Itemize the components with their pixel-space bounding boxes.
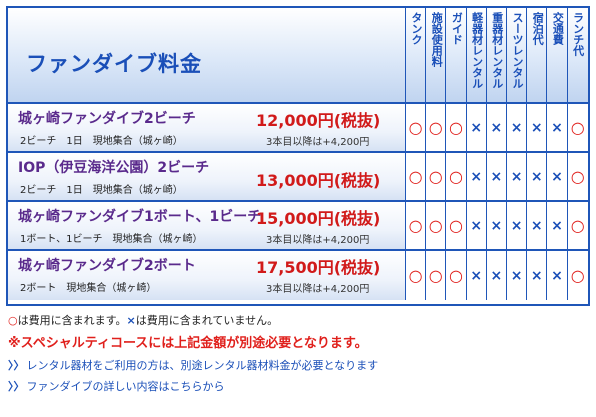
excluded-mark: × xyxy=(527,104,548,151)
column-header-label: 宿泊代 xyxy=(531,12,545,45)
excluded-mark: × xyxy=(507,104,528,151)
column-header: 重器材レンタル xyxy=(486,8,507,104)
column-header-label: 軽器材レンタル xyxy=(470,12,484,89)
fun-dive-detail-link-text: ファンダイブの詳しい内容はこちらから xyxy=(26,380,225,393)
included-mark: ○ xyxy=(406,202,427,249)
included-mark: ○ xyxy=(406,104,427,151)
fun-dive-detail-link[interactable]: 〉〉 ファンダイブの詳しい内容はこちらから xyxy=(8,378,588,396)
course-detail: 2ボート 現地集合（城ヶ崎） xyxy=(20,283,157,294)
course-name: 城ヶ崎ファンダイブ1ボート、1ビーチ xyxy=(18,209,262,225)
excluded-mark: × xyxy=(527,251,548,300)
excluded-mark: × xyxy=(527,202,548,249)
included-mark: ○ xyxy=(570,167,585,186)
table-row: 城ヶ崎ファンダイブ2ボート 2ボート 現地集合（城ヶ崎） 17,500円(税抜)… xyxy=(8,251,588,300)
course-detail: 1ボート、1ビーチ 現地集合（城ヶ崎） xyxy=(20,234,203,245)
excluded-mark: × xyxy=(467,202,487,249)
column-header: 宿泊代 xyxy=(527,8,548,104)
excluded-mark: × xyxy=(547,202,568,249)
specialty-note: ※スペシャルティコースには上記金額が別途必要となります。 xyxy=(8,336,368,351)
course-price: 15,000円(税抜) xyxy=(256,209,381,228)
included-text: は費用に含まれます。 xyxy=(17,314,127,327)
included-mark: ○ xyxy=(446,202,467,249)
extra-dive-price: 3本目以降は+4,200円 xyxy=(266,235,370,246)
extra-dive-price: 3本目以降は+4,200円 xyxy=(266,137,370,148)
included-mark: ○ xyxy=(570,266,585,285)
course-info: 城ヶ崎ファンダイブ2ビーチ 2ビーチ 1日 現地集合（城ヶ崎） 12,000円(… xyxy=(8,104,406,151)
excluded-mark: × xyxy=(527,153,548,200)
excluded-mark: × xyxy=(467,104,487,151)
chevron-right-icon: 〉〉 xyxy=(8,380,25,393)
included-mark: ○ xyxy=(446,251,467,300)
column-header: ランチ代 xyxy=(567,8,588,104)
course-info: IOP（伊豆海洋公園）2ビーチ 2ビーチ 1日 現地集合（城ヶ崎） 13,000… xyxy=(8,153,406,200)
excluded-text: は費用に含まれていません。 xyxy=(135,314,279,327)
course-price: 13,000円(税抜) xyxy=(256,171,381,190)
course-info: 城ヶ崎ファンダイブ1ボート、1ビーチ 1ボート、1ビーチ 現地集合（城ヶ崎） 1… xyxy=(8,202,406,249)
excluded-mark: × xyxy=(126,314,136,327)
excluded-mark: × xyxy=(487,153,507,200)
column-header-label: タンク xyxy=(410,12,423,45)
excluded-mark: × xyxy=(547,153,568,200)
column-header-label: 交通費 xyxy=(551,12,565,45)
table-header: ファンダイブ料金 xyxy=(8,8,406,104)
course-detail: 2ビーチ 1日 現地集合（城ヶ崎） xyxy=(20,136,183,147)
course-name: 城ヶ崎ファンダイブ2ボート xyxy=(18,258,196,274)
chevron-right-icon: 〉〉 xyxy=(8,359,25,372)
rental-info-link[interactable]: 〉〉 レンタル器材をご利用の方は、別途レンタル器材料金が必要となります xyxy=(8,357,588,375)
excluded-mark: × xyxy=(547,104,568,151)
column-header: スーツレンタル xyxy=(507,8,528,104)
course-name: 城ヶ崎ファンダイブ2ビーチ xyxy=(18,111,196,127)
included-mark: ○ xyxy=(446,153,467,200)
included-mark: ○ xyxy=(8,314,18,327)
course-detail: 2ビーチ 1日 現地集合（城ヶ崎） xyxy=(20,185,183,196)
rental-info-link-text: レンタル器材をご利用の方は、別途レンタル器材料金が必要となります xyxy=(26,359,379,372)
excluded-mark: × xyxy=(467,251,487,300)
excluded-mark: × xyxy=(507,153,528,200)
included-mark: ○ xyxy=(426,251,447,300)
excluded-mark: × xyxy=(487,202,507,249)
included-mark: ○ xyxy=(570,118,585,137)
table-title: ファンダイブ料金 xyxy=(26,52,202,76)
course-price: 17,500円(税抜) xyxy=(256,258,381,277)
included-mark: ○ xyxy=(406,251,427,300)
column-header-label: 施設使用料 xyxy=(430,12,444,67)
column-header-label: スーツレンタル xyxy=(511,12,524,89)
column-header-label: ガイド xyxy=(450,12,464,45)
included-mark: ○ xyxy=(446,104,467,151)
column-header: 軽器材レンタル xyxy=(466,8,487,104)
column-header: 施設使用料 xyxy=(426,8,447,104)
table-row: 城ヶ崎ファンダイブ2ビーチ 2ビーチ 1日 現地集合（城ヶ崎） 12,000円(… xyxy=(8,104,588,153)
table-row: 城ヶ崎ファンダイブ1ボート、1ビーチ 1ボート、1ビーチ 現地集合（城ヶ崎） 1… xyxy=(8,202,588,251)
excluded-mark: × xyxy=(547,251,568,300)
notes: ○は費用に含まれます。×は費用に含まれていません。 ※スペシャルティコースには上… xyxy=(8,312,588,396)
table-row: IOP（伊豆海洋公園）2ビーチ 2ビーチ 1日 現地集合（城ヶ崎） 13,000… xyxy=(8,153,588,202)
excluded-mark: × xyxy=(487,251,507,300)
course-price: 12,000円(税抜) xyxy=(256,111,381,130)
included-mark: ○ xyxy=(406,153,427,200)
included-mark: ○ xyxy=(426,202,447,249)
included-mark: ○ xyxy=(426,104,447,151)
column-header: タンク xyxy=(406,8,427,104)
extra-dive-price: 3本目以降は+4,200円 xyxy=(266,284,370,295)
excluded-mark: × xyxy=(467,153,487,200)
course-info: 城ヶ崎ファンダイブ2ボート 2ボート 現地集合（城ヶ崎） 17,500円(税抜)… xyxy=(8,251,406,300)
excluded-mark: × xyxy=(487,104,507,151)
column-header-label: ランチ代 xyxy=(571,12,585,56)
excluded-mark: × xyxy=(507,251,528,300)
fun-dive-price-table: ファンダイブ料金 タンク 施設使用料 ガイド 軽器材レンタル 重器材レンタル スーツレンタ… xyxy=(6,6,590,306)
column-header-label: 重器材レンタル xyxy=(490,12,504,89)
legend-note: ○は費用に含まれます。×は費用に含まれていません。 xyxy=(8,312,588,330)
column-header: 交通費 xyxy=(547,8,568,104)
included-mark: ○ xyxy=(570,216,585,235)
excluded-mark: × xyxy=(507,202,528,249)
column-header: ガイド xyxy=(446,8,467,104)
included-mark: ○ xyxy=(426,153,447,200)
course-name: IOP（伊豆海洋公園）2ビーチ xyxy=(18,160,210,176)
